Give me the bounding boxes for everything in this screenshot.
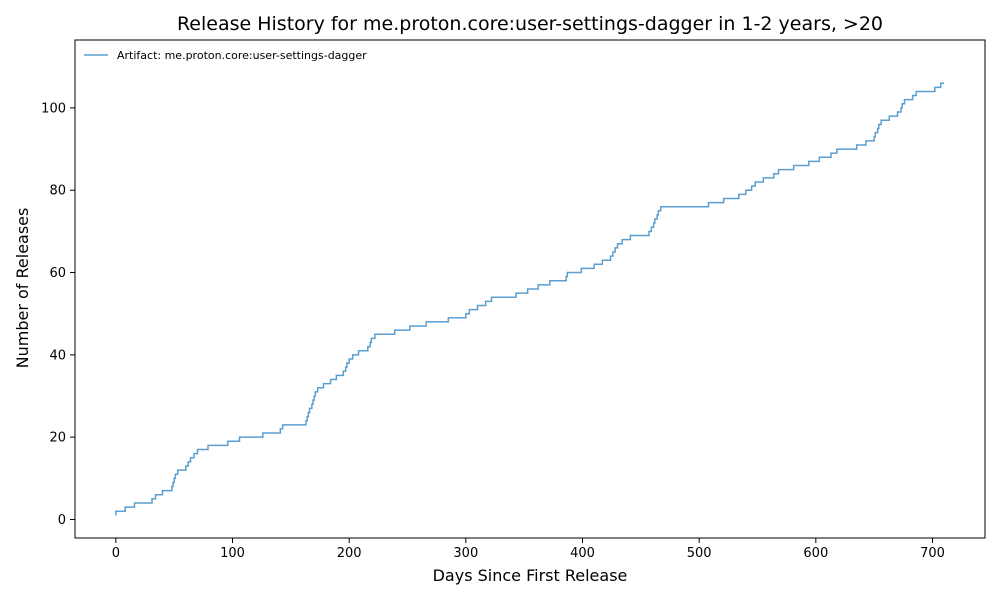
y-tick-label: 80: [49, 184, 66, 199]
y-axis-label: Number of Releases: [13, 208, 32, 369]
y-axis: 0 20 40 60 80 100: [41, 101, 75, 528]
y-tick-label: 60: [49, 266, 66, 281]
x-tick-label: 700: [920, 546, 945, 561]
y-tick-label: 100: [41, 101, 66, 116]
legend-entry: Artifact: me.proton.core:user-settings-d…: [117, 49, 367, 62]
x-axis: 0 100 200 300 400 500 600 700: [112, 538, 945, 561]
plot-frame: [74, 39, 986, 539]
x-tick-label: 400: [570, 546, 595, 561]
chart-title: Release History for me.proton.core:user-…: [177, 13, 883, 35]
x-tick-label: 300: [453, 546, 478, 561]
x-tick-label: 200: [337, 546, 362, 561]
y-tick-label: 0: [58, 513, 66, 528]
series-line: [115, 82, 945, 516]
x-tick-label: 100: [220, 546, 245, 561]
y-tick-label: 20: [49, 431, 66, 446]
x-tick-label: 0: [112, 546, 120, 561]
y-tick-label: 40: [49, 348, 66, 363]
x-tick-label: 600: [803, 546, 828, 561]
x-tick-label: 500: [687, 546, 712, 561]
legend: Artifact: me.proton.core:user-settings-d…: [84, 49, 367, 62]
x-axis-label: Days Since First Release: [433, 566, 628, 585]
plot-area: [115, 82, 945, 516]
